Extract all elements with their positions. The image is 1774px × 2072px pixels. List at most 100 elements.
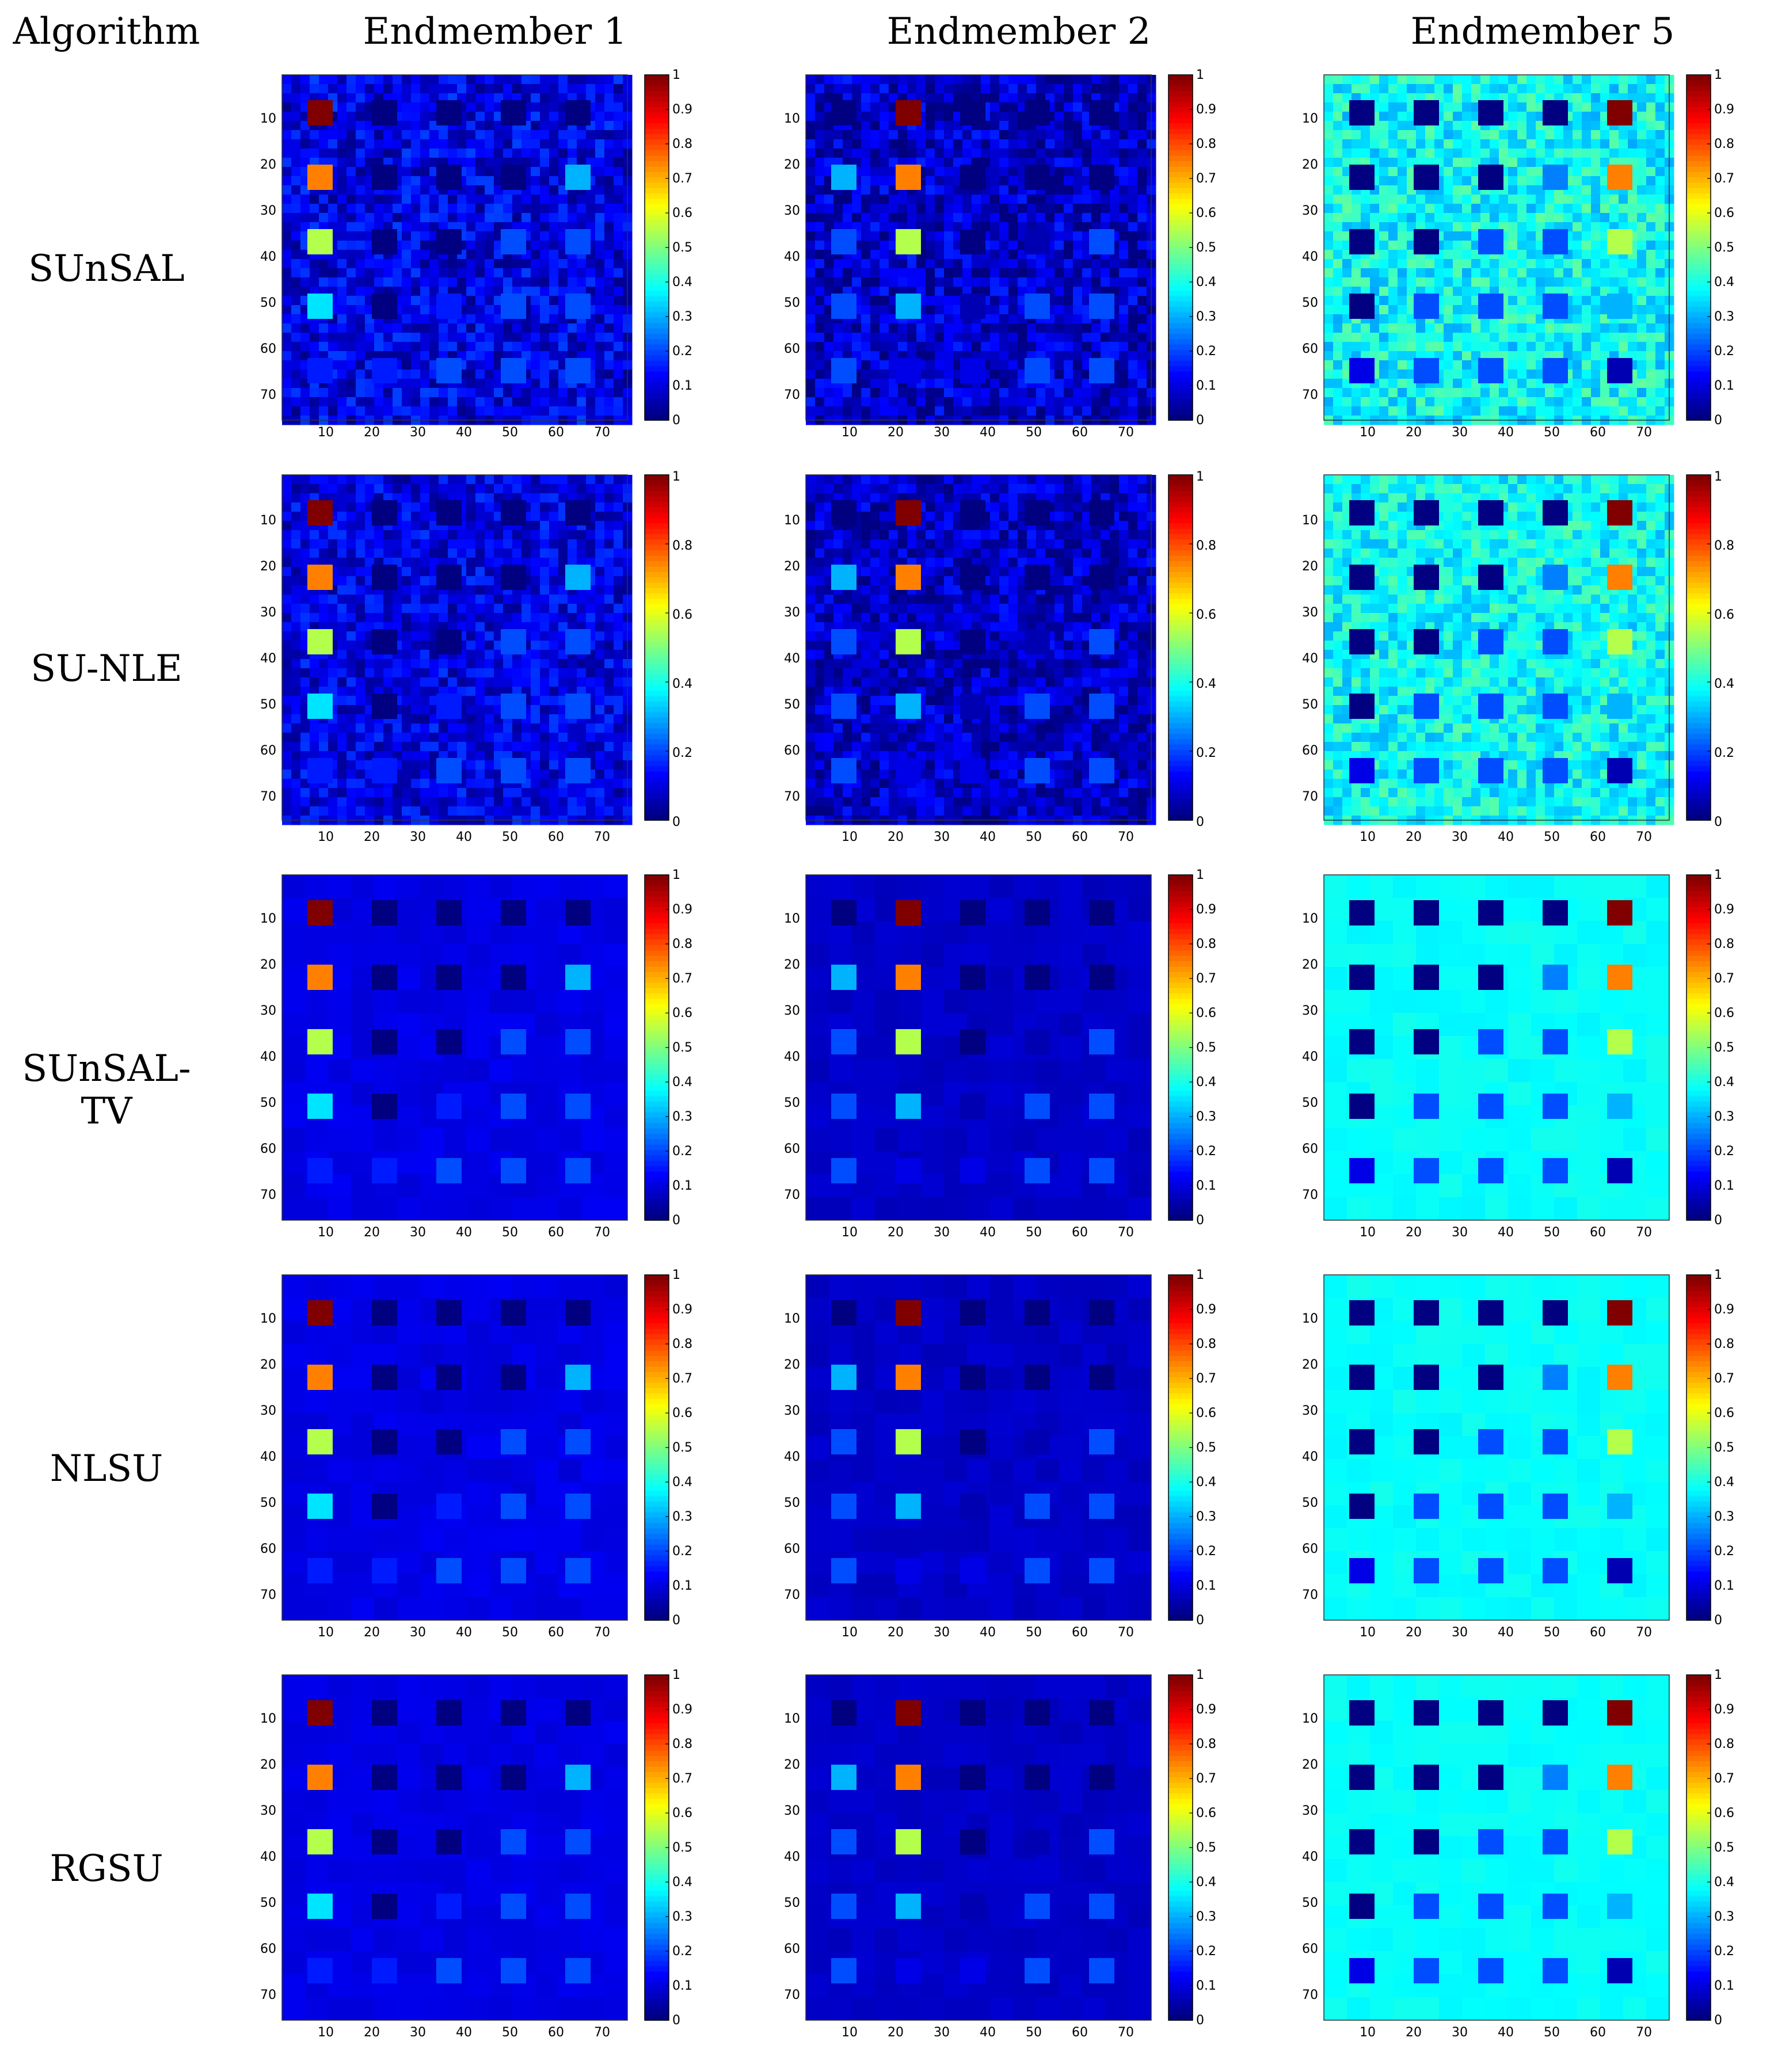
noise-cell <box>1064 351 1073 361</box>
noise-cell <box>1499 204 1509 214</box>
noise-cell <box>1416 204 1426 214</box>
colorbar-segment <box>645 97 669 102</box>
noise-cell <box>439 130 448 140</box>
noise-cell <box>1008 323 1018 333</box>
noise-cell <box>1137 259 1147 269</box>
noise-cell <box>402 231 412 241</box>
noise-cell <box>1609 84 1619 94</box>
noise-cell <box>531 167 540 177</box>
noise-cell <box>347 493 356 503</box>
noise-cell <box>1018 268 1027 278</box>
noise-cell <box>999 130 1009 140</box>
noise-cell <box>852 397 862 407</box>
noise-cell <box>935 84 945 94</box>
noise-cell <box>1054 277 1064 287</box>
colorbar-segment <box>1168 356 1193 361</box>
noise-cell <box>990 259 1000 269</box>
noise-cell <box>1536 323 1545 333</box>
noise-cell <box>475 351 485 361</box>
noise-cell <box>549 185 559 195</box>
noise-cell <box>411 493 421 503</box>
noise-cell <box>1064 102 1073 112</box>
noise-cell <box>383 84 393 94</box>
noise-cell <box>1591 167 1601 177</box>
colorbar-segment <box>1168 242 1193 248</box>
noise-cell <box>1554 342 1564 352</box>
noise-cell <box>1333 333 1343 342</box>
noise-cell <box>843 323 852 333</box>
noise-cell <box>1101 388 1110 398</box>
colorbar-segment <box>645 404 669 410</box>
noise-cell <box>1582 222 1592 232</box>
noise-cell <box>485 370 494 379</box>
noise-cell <box>1324 268 1334 278</box>
noise-cell <box>356 195 366 204</box>
noise-cell <box>1444 102 1453 112</box>
noise-cell <box>815 397 825 407</box>
noise-cell <box>549 379 559 389</box>
x-tick-label: 60 <box>548 425 564 440</box>
noise-cell <box>843 342 852 352</box>
noise-cell <box>540 502 550 512</box>
noise-cell <box>1453 379 1463 389</box>
noise-cell <box>926 333 935 342</box>
noise-cell <box>815 148 825 158</box>
colorbar-segment <box>645 339 669 345</box>
noise-cell <box>310 84 319 94</box>
noise-cell <box>374 195 384 204</box>
colorbar-segment <box>1168 302 1193 307</box>
noise-cell <box>1324 388 1334 398</box>
noise-cell <box>1563 139 1573 149</box>
colorbar-segment <box>1687 339 1711 345</box>
noise-cell <box>870 158 880 167</box>
noise-cell <box>1462 314 1472 324</box>
noise-cell <box>1573 379 1582 389</box>
noise-cell <box>1508 379 1518 389</box>
colorbar-segment <box>1168 382 1193 388</box>
noise-cell <box>604 176 614 186</box>
noise-cell <box>475 158 485 167</box>
noise-cell <box>1600 75 1610 85</box>
noise-cell <box>411 530 421 540</box>
noise-cell <box>337 185 347 195</box>
noise-cell <box>870 305 880 315</box>
noise-cell <box>586 213 596 223</box>
noise-cell <box>540 93 550 103</box>
noise-cell <box>356 268 366 278</box>
noise-cell <box>420 222 430 232</box>
noise-cell <box>1582 305 1592 315</box>
noise-cell <box>319 333 329 342</box>
noise-cell <box>1128 305 1138 315</box>
colorbar-segment <box>645 231 669 237</box>
noise-cell <box>1398 268 1407 278</box>
noise-cell <box>604 167 614 177</box>
noise-cell <box>1045 406 1055 416</box>
noise-cell <box>1137 370 1147 379</box>
noise-cell <box>1008 167 1018 177</box>
noise-cell <box>577 268 587 278</box>
noise-cell <box>1110 75 1120 85</box>
noise-cell <box>1582 112 1592 121</box>
noise-cell <box>1018 75 1027 85</box>
noise-cell <box>1434 148 1444 158</box>
noise-cell <box>1637 259 1647 269</box>
noise-cell <box>1655 250 1665 260</box>
noise-cell <box>907 139 917 149</box>
colorbar-segment <box>1168 86 1193 92</box>
noise-cell <box>962 195 972 204</box>
colorbar-segment <box>1168 366 1193 372</box>
noise-cell <box>1462 397 1472 407</box>
noise-cell <box>1609 397 1619 407</box>
colorbar-segment <box>1168 80 1193 86</box>
noise-cell <box>558 277 568 287</box>
noise-cell <box>1526 148 1536 158</box>
colorbar-segment <box>645 393 669 399</box>
noise-cell <box>568 342 577 352</box>
noise-cell <box>861 84 871 94</box>
noise-cell <box>540 250 550 260</box>
noise-cell <box>411 305 421 315</box>
noise-cell <box>420 305 430 315</box>
noise-cell <box>926 314 935 324</box>
noise-cell <box>466 360 476 370</box>
noise-cell <box>880 296 889 306</box>
